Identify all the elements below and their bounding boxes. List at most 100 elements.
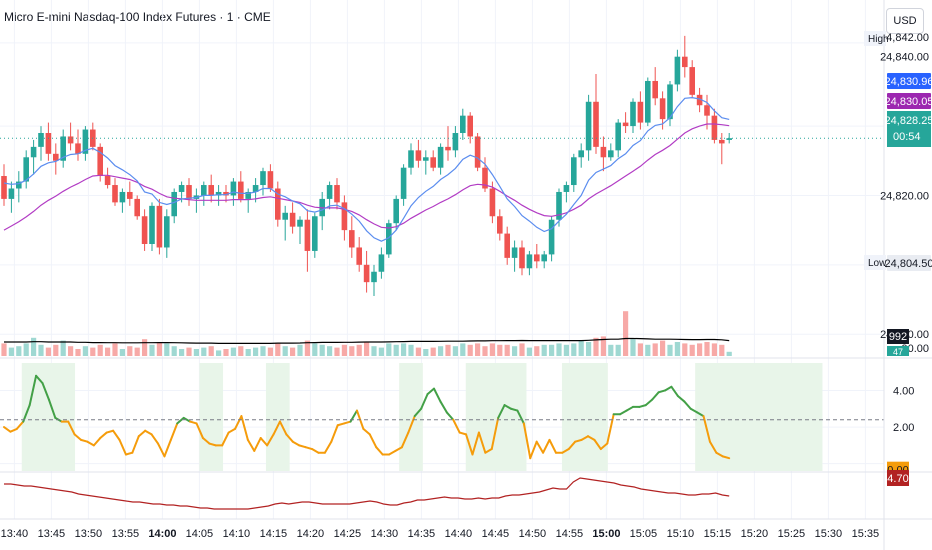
volume-bar — [1, 343, 7, 356]
indicator-segment — [670, 385, 679, 397]
highlight-zone — [265, 363, 290, 471]
indicator-segment — [567, 440, 577, 451]
ma-slow-tag-bg — [887, 93, 931, 109]
candle-body — [134, 198, 140, 217]
volume-bar — [408, 344, 414, 356]
candle-body — [667, 84, 673, 120]
volume-bar — [319, 344, 325, 356]
candle-body — [312, 216, 318, 251]
indicator-segment — [516, 409, 525, 425]
indicator-segment — [259, 437, 269, 447]
time-tick: 15:10 — [667, 528, 695, 540]
currency-button[interactable]: USD — [886, 8, 924, 34]
candle-body — [593, 101, 599, 147]
volume-bar — [230, 347, 236, 356]
indicator-segment — [208, 442, 217, 447]
time-tick: 13:55 — [112, 528, 140, 540]
indicator-segment — [394, 446, 403, 452]
indicator-segment — [362, 427, 371, 436]
time-tick: 15:25 — [778, 528, 806, 540]
volume-ma-tag-bg — [887, 346, 909, 356]
indicator-segment — [9, 427, 18, 433]
indicator-segment — [118, 438, 127, 456]
indicator-segment — [407, 415, 416, 434]
volume-bar — [593, 337, 599, 356]
candle-body — [371, 271, 377, 283]
time-tick: 15:05 — [630, 528, 658, 540]
indicator-segment — [182, 416, 192, 423]
time-tick: 14:50 — [519, 528, 547, 540]
volume-bar — [445, 344, 451, 356]
candle-body — [334, 185, 340, 203]
volume-bar — [238, 346, 244, 356]
volume-bar — [452, 346, 458, 356]
time-tick: 14:25 — [334, 528, 362, 540]
candle-body — [215, 191, 222, 196]
time-tick: 15:15 — [704, 528, 732, 540]
indicator-segment — [522, 422, 532, 460]
candle-body — [445, 146, 451, 151]
indicator-segment — [702, 415, 711, 443]
time-tick: 13:50 — [75, 528, 103, 540]
candle-body — [460, 115, 466, 133]
indicator-segment — [664, 385, 673, 392]
candle-body — [548, 219, 555, 255]
indicator-highlight-zones — [21, 363, 823, 471]
indicator-segment — [580, 435, 590, 441]
high-label-bg — [864, 31, 886, 46]
volume-bar — [134, 347, 140, 356]
price-axis[interactable]: 24,840.0024,820.0024,810.0024,800.0090.0… — [864, 31, 932, 486]
indicator-segment — [593, 438, 602, 451]
volume-bar — [608, 344, 614, 356]
volume-bar — [142, 339, 148, 356]
candle-body — [326, 185, 333, 199]
candle-body — [30, 146, 37, 158]
candle-body — [704, 105, 710, 116]
volume-tag: 992 — [889, 331, 907, 343]
volume-bar — [75, 349, 81, 356]
candle-body — [630, 101, 636, 127]
indicator-segment — [388, 449, 397, 456]
candle-body — [356, 247, 362, 265]
candle-body — [689, 67, 695, 95]
candle-body — [16, 181, 22, 189]
volume-bar — [475, 343, 481, 356]
price-tick: 24,840.00 — [880, 52, 929, 64]
candle-body — [563, 185, 570, 192]
indicator-segment — [619, 409, 628, 416]
highlight-zone — [695, 363, 823, 471]
candle-body — [230, 181, 237, 196]
time-tick: 14:10 — [223, 528, 251, 540]
indicator-segment — [343, 420, 352, 425]
volume-bar — [171, 346, 177, 356]
volume-ma-line — [4, 337, 730, 344]
candle-body — [482, 167, 488, 189]
candle-body — [289, 212, 296, 227]
indicator-segment — [246, 438, 256, 452]
volume-bar — [193, 349, 199, 356]
candle-body — [38, 133, 44, 147]
volume-bar — [556, 343, 562, 356]
volume-bar — [460, 343, 466, 356]
volume-tag-bg — [887, 329, 909, 344]
volume-bar — [430, 347, 436, 356]
volume-ma-tag: 47 — [893, 347, 903, 357]
indicator-segment — [625, 405, 634, 412]
candle-body — [171, 191, 177, 217]
time-axis[interactable]: 13:40 13:45 13:50 13:55 14:00 14:05 14:10 14:15… — [1, 528, 880, 540]
candle-body — [437, 146, 444, 168]
time-tick: 14:20 — [297, 528, 325, 540]
indicator-segment — [112, 429, 121, 441]
candle-body — [201, 185, 207, 196]
candle-body — [600, 146, 607, 158]
volume-bar — [201, 347, 207, 356]
indicator-segment — [176, 416, 185, 425]
indicator-segment — [529, 440, 538, 460]
volume-bar — [623, 311, 629, 356]
time-tick: 13:40 — [1, 528, 29, 540]
indicator-segment — [452, 418, 461, 434]
candle-body — [534, 254, 540, 262]
indicator-segment — [240, 415, 249, 441]
time-tick: 14:05 — [186, 528, 214, 540]
